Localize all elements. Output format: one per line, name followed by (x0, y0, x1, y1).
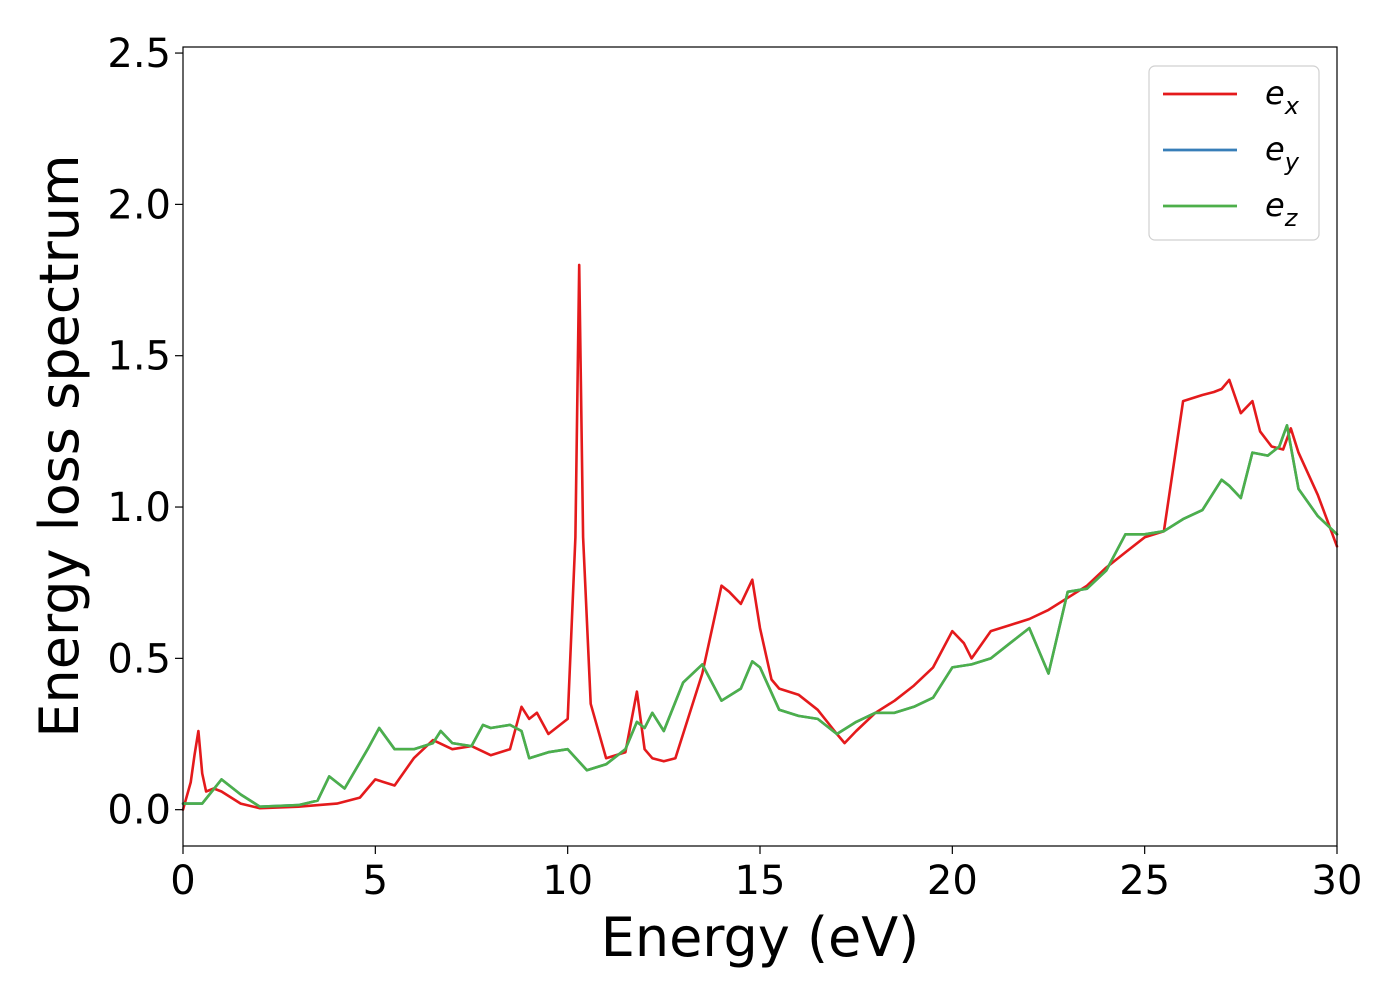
x-tick-label: 5 (363, 858, 388, 904)
x-tick-label: 0 (170, 858, 195, 904)
series-line-ez (181, 423, 1339, 809)
x-tick-label: 25 (1119, 858, 1170, 904)
y-tick-label: 1.5 (107, 334, 171, 380)
y-tick-label: 2.5 (107, 31, 171, 77)
x-axis-title: Energy (eV) (601, 906, 920, 969)
x-axis: 0 5 10 15 20 25 30 (170, 846, 1362, 904)
y-axis-title: Energy loss spectrum (28, 154, 91, 737)
y-tick-label: 2.0 (107, 182, 171, 228)
x-tick-label: 15 (735, 858, 786, 904)
x-tick-label: 20 (927, 858, 978, 904)
x-tick-label: 10 (542, 858, 593, 904)
y-tick-label: 0.5 (107, 636, 171, 682)
y-axis: 0.0 0.5 1.0 1.5 2.0 2.5 (107, 31, 183, 834)
x-tick-label: 30 (1312, 858, 1363, 904)
y-tick-label: 0.0 (107, 788, 171, 834)
series-line-ex (181, 263, 1339, 812)
series-layer (181, 263, 1339, 812)
y-tick-label: 1.0 (107, 485, 171, 531)
legend-box (1148, 65, 1320, 241)
